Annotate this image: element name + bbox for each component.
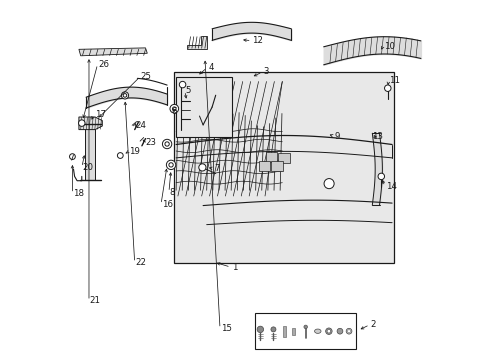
Bar — [258, 161, 269, 171]
Circle shape — [336, 328, 342, 334]
Text: 1: 1 — [232, 264, 237, 272]
Bar — [283, 326, 285, 337]
Bar — [174, 72, 393, 263]
Text: 11: 11 — [388, 76, 399, 85]
Bar — [176, 77, 231, 137]
Text: 13: 13 — [371, 132, 382, 140]
Text: 24: 24 — [135, 122, 146, 130]
Text: 5: 5 — [185, 86, 191, 95]
Circle shape — [170, 104, 178, 113]
Circle shape — [347, 330, 350, 333]
Circle shape — [303, 325, 307, 329]
Circle shape — [79, 120, 85, 126]
Text: 25: 25 — [141, 72, 151, 81]
Circle shape — [168, 163, 173, 167]
Text: 26: 26 — [98, 60, 109, 69]
Text: 9: 9 — [334, 132, 339, 140]
Bar — [270, 161, 282, 171]
Text: 2: 2 — [370, 320, 375, 329]
Text: 14: 14 — [385, 182, 396, 191]
Bar — [278, 153, 289, 163]
Circle shape — [117, 153, 123, 158]
Circle shape — [123, 94, 126, 97]
Circle shape — [199, 164, 205, 171]
Circle shape — [121, 92, 128, 99]
Text: 16: 16 — [162, 200, 172, 209]
Circle shape — [164, 142, 169, 146]
Bar — [291, 328, 294, 335]
Circle shape — [257, 326, 263, 333]
Text: 17: 17 — [95, 110, 105, 119]
Text: 6: 6 — [171, 107, 177, 116]
Circle shape — [326, 329, 330, 333]
Circle shape — [324, 179, 333, 189]
Circle shape — [162, 139, 171, 149]
Text: 10: 10 — [383, 41, 394, 50]
Text: 20: 20 — [82, 163, 93, 172]
Text: 12: 12 — [252, 36, 263, 45]
Bar — [255, 313, 355, 349]
Polygon shape — [79, 48, 147, 56]
Text: 3: 3 — [263, 68, 268, 77]
Polygon shape — [85, 124, 95, 180]
Circle shape — [325, 328, 331, 334]
Text: 7: 7 — [213, 164, 219, 173]
Text: 21: 21 — [89, 297, 101, 305]
Circle shape — [172, 107, 176, 111]
Text: 22: 22 — [135, 258, 146, 267]
Circle shape — [270, 327, 275, 332]
Circle shape — [69, 154, 75, 159]
Ellipse shape — [314, 329, 321, 333]
Polygon shape — [186, 36, 206, 49]
Text: 4: 4 — [208, 63, 214, 72]
Circle shape — [384, 85, 390, 91]
Text: 18: 18 — [73, 189, 84, 198]
Bar — [265, 152, 277, 162]
Circle shape — [179, 81, 185, 88]
Text: 15: 15 — [220, 324, 231, 333]
Polygon shape — [79, 117, 102, 130]
Circle shape — [166, 160, 175, 170]
Circle shape — [346, 328, 351, 334]
Circle shape — [377, 173, 384, 180]
Text: 8: 8 — [169, 188, 175, 197]
Text: 19: 19 — [129, 147, 140, 156]
Text: 23: 23 — [145, 138, 156, 147]
